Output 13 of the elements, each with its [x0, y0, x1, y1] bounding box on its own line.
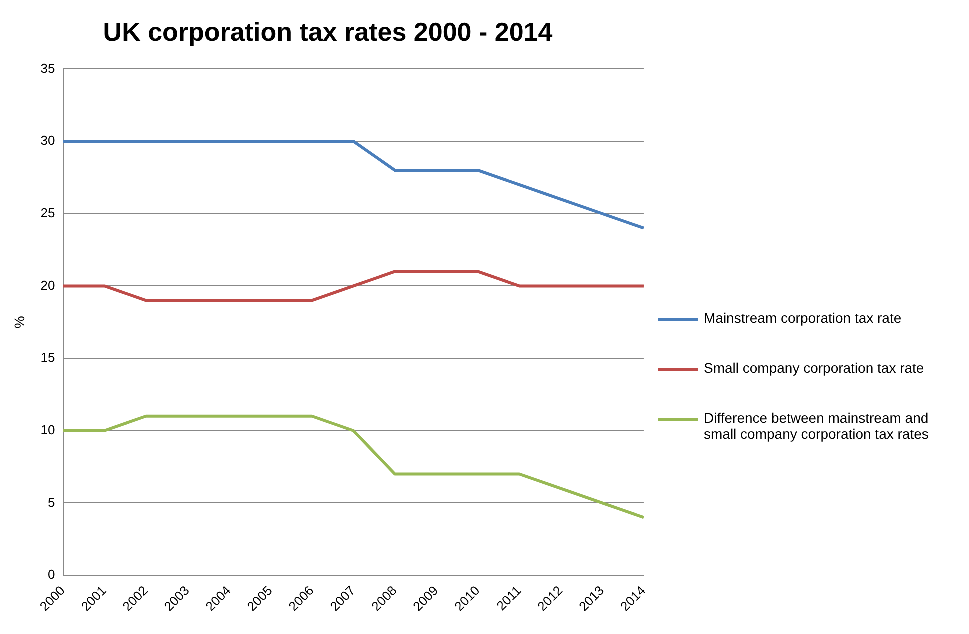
chart-title: UK corporation tax rates 2000 - 2014 — [103, 16, 554, 47]
y-axis-title: % — [11, 316, 28, 329]
y-tick-label: 15 — [40, 350, 56, 366]
legend-label: Difference between mainstream and small company corporation tax rates — [704, 410, 930, 442]
legend-label: Mainstream corporation tax rate — [704, 310, 902, 326]
legend-label: Small company corporation tax rate — [704, 360, 924, 376]
y-tick-label: 30 — [40, 133, 56, 148]
y-tick-label: 0 — [48, 567, 56, 582]
y-tick-label: 10 — [40, 422, 56, 438]
y-tick-label: 20 — [40, 278, 56, 293]
y-tick-label: 35 — [40, 60, 56, 76]
y-tick-label: 25 — [40, 205, 56, 220]
y-tick-label: 5 — [48, 494, 56, 510]
